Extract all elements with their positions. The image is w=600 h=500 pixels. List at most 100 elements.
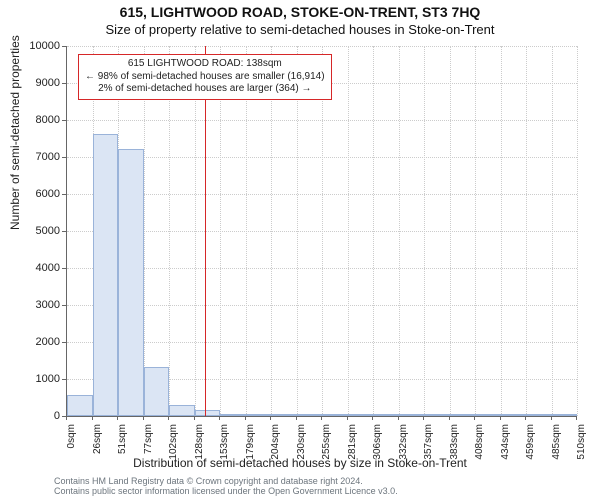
x-tick-mark [219, 416, 220, 420]
histogram-bar [169, 405, 195, 416]
y-tick-label: 1000 [10, 373, 60, 385]
annotation-line-3: 2% of semi-detached houses are larger (3… [85, 83, 325, 96]
x-tick-label: 459sqm [525, 424, 536, 472]
x-tick-mark [372, 416, 373, 420]
x-tick-mark [92, 416, 93, 420]
x-tick-mark [474, 416, 475, 420]
grid-vertical [348, 46, 349, 416]
histogram-bar [144, 367, 170, 416]
y-tick-label: 6000 [10, 188, 60, 200]
x-tick-label: 485sqm [551, 424, 562, 472]
chart-plot-area: 615 LIGHTWOOD ROAD: 138sqm ← 98% of semi… [66, 46, 577, 417]
x-tick-mark [398, 416, 399, 420]
histogram-bar [246, 414, 272, 416]
y-tick-mark [62, 342, 66, 343]
grid-vertical [577, 46, 578, 416]
histogram-bar [501, 414, 527, 416]
x-tick-mark [321, 416, 322, 420]
x-tick-mark [347, 416, 348, 420]
x-tick-label: 332sqm [398, 424, 409, 472]
histogram-bar [526, 414, 552, 416]
x-tick-mark [117, 416, 118, 420]
x-tick-label: 26sqm [92, 424, 103, 472]
histogram-bar [195, 410, 221, 416]
x-tick-mark [245, 416, 246, 420]
x-tick-mark [500, 416, 501, 420]
histogram-bar [348, 414, 374, 416]
y-tick-mark [62, 157, 66, 158]
x-tick-label: 306sqm [372, 424, 383, 472]
y-tick-label: 7000 [10, 151, 60, 163]
histogram-bar [271, 414, 297, 416]
y-tick-mark [62, 194, 66, 195]
grid-vertical [322, 46, 323, 416]
annotation-line-2: ← 98% of semi-detached houses are smalle… [85, 71, 325, 84]
histogram-bar [322, 414, 348, 416]
y-tick-mark [62, 120, 66, 121]
x-tick-label: 153sqm [219, 424, 230, 472]
histogram-bar [475, 414, 501, 416]
x-tick-label: 179sqm [245, 424, 256, 472]
y-tick-label: 2000 [10, 336, 60, 348]
x-tick-label: 357sqm [423, 424, 434, 472]
y-tick-label: 10000 [10, 40, 60, 52]
y-tick-mark [62, 305, 66, 306]
x-tick-label: 51sqm [117, 424, 128, 472]
x-tick-mark [576, 416, 577, 420]
property-marker-line [205, 46, 206, 416]
y-axis-label: Number of semi-detached properties [8, 35, 22, 230]
grid-vertical [475, 46, 476, 416]
grid-vertical [526, 46, 527, 416]
y-tick-mark [62, 379, 66, 380]
y-tick-mark [62, 46, 66, 47]
x-tick-mark [270, 416, 271, 420]
page-subtitle: Size of property relative to semi-detach… [0, 22, 600, 37]
histogram-bar [450, 414, 476, 416]
x-tick-label: 510sqm [576, 424, 587, 472]
x-tick-mark [66, 416, 67, 420]
x-tick-label: 0sqm [66, 424, 77, 472]
histogram-bar [399, 414, 425, 416]
x-tick-mark [525, 416, 526, 420]
x-tick-mark [143, 416, 144, 420]
grid-vertical [501, 46, 502, 416]
grid-vertical [271, 46, 272, 416]
grid-vertical [552, 46, 553, 416]
y-tick-mark [62, 231, 66, 232]
grid-vertical [373, 46, 374, 416]
grid-vertical [297, 46, 298, 416]
annotation-box: 615 LIGHTWOOD ROAD: 138sqm ← 98% of semi… [78, 54, 332, 100]
x-tick-label: 408sqm [474, 424, 485, 472]
x-tick-mark [551, 416, 552, 420]
grid-vertical [450, 46, 451, 416]
y-tick-label: 5000 [10, 225, 60, 237]
x-tick-label: 204sqm [270, 424, 281, 472]
x-tick-mark [296, 416, 297, 420]
histogram-bar [93, 134, 119, 416]
grid-vertical [169, 46, 170, 416]
x-tick-label: 281sqm [347, 424, 358, 472]
y-tick-label: 3000 [10, 299, 60, 311]
page-title: 615, LIGHTWOOD ROAD, STOKE-ON-TRENT, ST3… [0, 4, 600, 20]
histogram-bar [220, 414, 246, 416]
x-tick-label: 102sqm [168, 424, 179, 472]
histogram-bar [552, 414, 578, 416]
y-tick-mark [62, 83, 66, 84]
histogram-bar [118, 149, 144, 417]
x-tick-mark [423, 416, 424, 420]
histogram-bar [297, 414, 323, 416]
footer-attribution: Contains HM Land Registry data © Crown c… [54, 476, 398, 497]
grid-vertical [220, 46, 221, 416]
y-tick-label: 0 [10, 410, 60, 422]
grid-vertical [144, 46, 145, 416]
y-tick-label: 8000 [10, 114, 60, 126]
x-tick-label: 128sqm [194, 424, 205, 472]
x-tick-label: 230sqm [296, 424, 307, 472]
histogram-bar [67, 395, 93, 416]
histogram-bar [373, 414, 399, 416]
x-tick-mark [168, 416, 169, 420]
y-tick-mark [62, 268, 66, 269]
y-tick-label: 4000 [10, 262, 60, 274]
x-tick-mark [194, 416, 195, 420]
grid-vertical [424, 46, 425, 416]
